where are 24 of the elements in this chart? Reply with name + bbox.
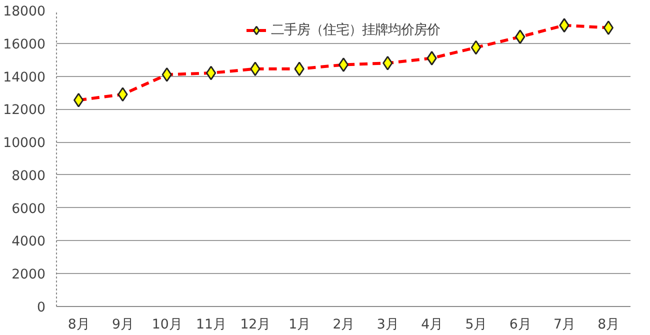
y-tick-label: 2000 [12,268,46,283]
y-tick-label: 8000 [12,168,46,184]
y-tick-label: 4000 [12,234,46,250]
y-tick-label: 14000 [3,70,46,86]
x-tick-label: 1月 [288,318,310,332]
x-tick-label: 7月 [554,318,576,332]
x-tick-label: 8月 [598,318,620,332]
x-tick-label: 6月 [509,318,531,332]
x-tick-label: 5月 [465,318,487,332]
legend-label: 二手房（住宅）挂牌均价房价 [271,22,440,39]
x-tick-label: 8月 [68,318,90,332]
x-tick-label: 12月 [240,318,270,332]
x-tick-label: 3月 [376,318,398,332]
y-tick-label: 18000 [3,4,46,20]
y-tick-label: 10000 [3,136,46,152]
x-tick-label: 10月 [152,318,182,332]
x-tick-label: 9月 [112,318,134,332]
x-tick-label: 2月 [332,318,354,332]
y-tick-label: 6000 [12,202,46,217]
x-tick-label: 4月 [421,318,443,332]
y-tick-label: 0 [37,300,46,316]
x-tick-label: 11月 [196,318,226,332]
y-tick-label: 12000 [3,103,46,118]
y-tick-label: 16000 [3,37,46,52]
